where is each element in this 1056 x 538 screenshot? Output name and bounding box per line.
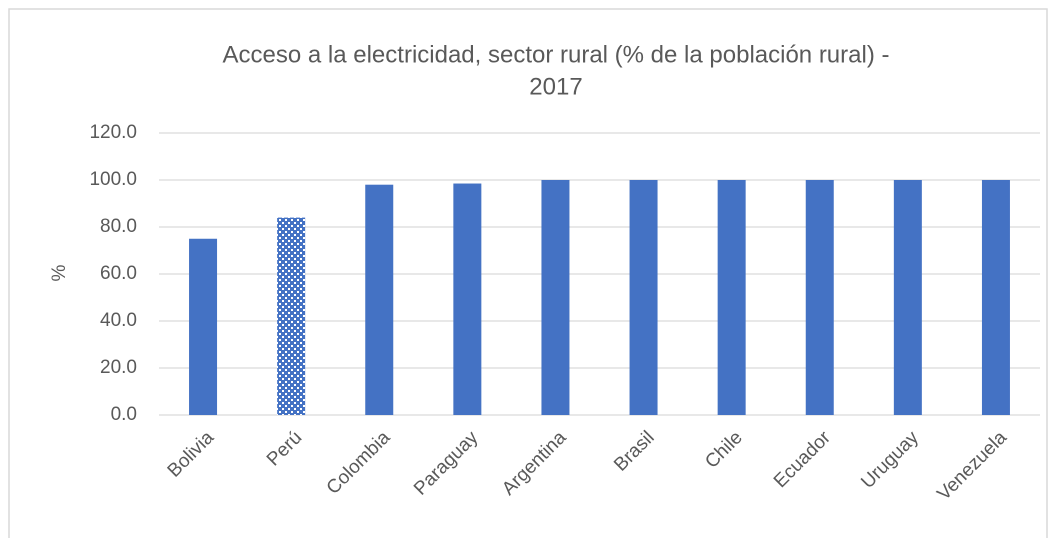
y-tick-label: 120.0 bbox=[89, 122, 137, 143]
bar bbox=[981, 180, 1010, 415]
y-axis-label: % bbox=[49, 264, 70, 281]
y-tick-label: 40.0 bbox=[100, 310, 137, 331]
chart-title: 2017 bbox=[529, 73, 582, 100]
x-tick-label: Chile bbox=[701, 427, 746, 472]
chart-border bbox=[8, 8, 1048, 538]
bar bbox=[277, 217, 306, 415]
bar bbox=[189, 238, 218, 415]
bar bbox=[629, 180, 658, 415]
x-tick-label: Uruguay bbox=[857, 427, 923, 493]
bar bbox=[541, 180, 570, 415]
x-tick-label: Ecuador bbox=[770, 427, 835, 492]
x-tick-label: Venezuela bbox=[933, 427, 1011, 505]
y-tick-label: 0.0 bbox=[111, 404, 137, 425]
chart-title: Acceso a la electricidad, sector rural (… bbox=[223, 41, 890, 68]
bar bbox=[365, 184, 394, 415]
y-tick-label: 80.0 bbox=[100, 216, 137, 237]
y-tick-label: 20.0 bbox=[100, 357, 137, 378]
x-tick-label: Perú bbox=[263, 427, 306, 470]
y-tick-label: 100.0 bbox=[89, 169, 137, 190]
x-tick-label: Bolivia bbox=[164, 427, 219, 482]
bar bbox=[893, 180, 922, 415]
x-tick-label: Argentina bbox=[498, 427, 571, 500]
x-tick-label: Brasil bbox=[610, 427, 658, 475]
x-tick-label: Colombia bbox=[323, 427, 395, 499]
bar bbox=[805, 180, 834, 415]
bar bbox=[717, 180, 746, 415]
y-tick-label: 60.0 bbox=[100, 263, 137, 284]
x-tick-label: Paraguay bbox=[410, 427, 483, 500]
bar bbox=[453, 183, 482, 415]
